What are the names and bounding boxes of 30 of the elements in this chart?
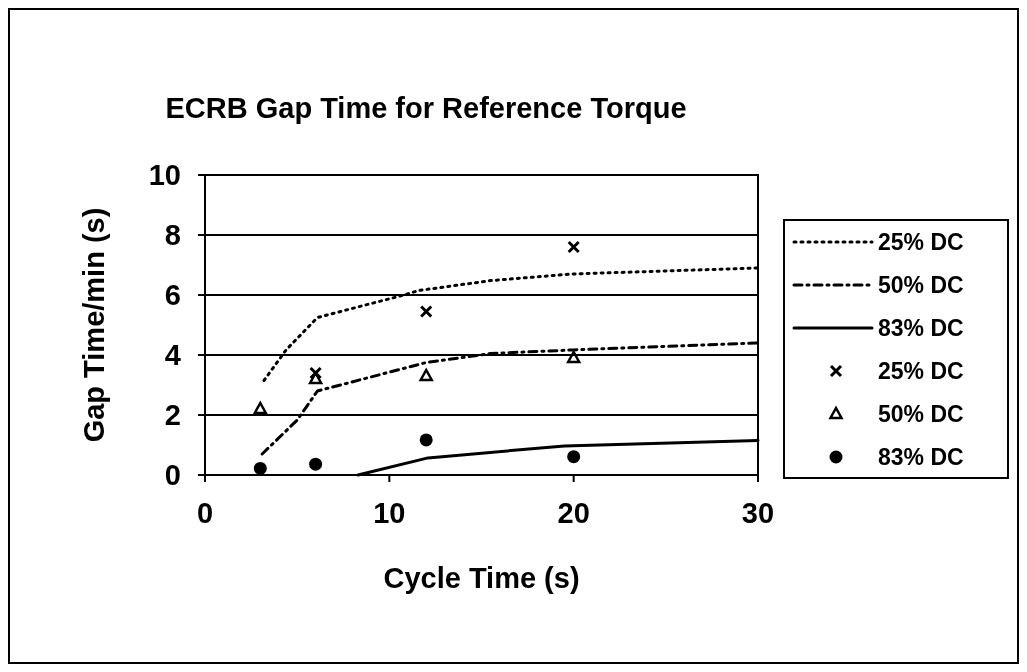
point <box>566 350 581 364</box>
legend-label: 25% DC <box>878 358 964 385</box>
y-tick-label: 6 <box>164 279 181 312</box>
point <box>253 401 268 415</box>
point <box>419 305 433 318</box>
point <box>253 461 267 475</box>
chart-title: ECRB Gap Time for Reference Torque <box>165 92 687 124</box>
y-axis-title: Gap Time/min (s) <box>78 207 110 443</box>
point <box>309 366 323 380</box>
y-tick-label: 2 <box>164 399 181 432</box>
point <box>309 457 323 471</box>
point <box>567 450 581 464</box>
point <box>419 433 433 447</box>
legend-label: 25% DC <box>878 229 964 256</box>
legend-label: 83% DC <box>878 315 964 342</box>
point <box>308 371 323 385</box>
legend-label: 50% DC <box>878 401 964 428</box>
point <box>419 368 433 382</box>
y-tick-label: 8 <box>164 219 181 252</box>
legend-label: 83% DC <box>878 444 964 471</box>
x-tick-label: 20 <box>557 497 590 529</box>
y-tick-label: 0 <box>164 459 181 492</box>
legend-label: 50% DC <box>878 272 964 299</box>
x-tick-label: 30 <box>741 497 775 529</box>
point <box>567 240 581 254</box>
y-tick-label: 10 <box>148 159 181 192</box>
x-axis-title: Cycle Time (s) <box>383 562 580 594</box>
y-tick-label: 4 <box>164 339 181 372</box>
x-tick-label: 0 <box>196 497 214 529</box>
x-tick-label: 10 <box>373 497 406 529</box>
